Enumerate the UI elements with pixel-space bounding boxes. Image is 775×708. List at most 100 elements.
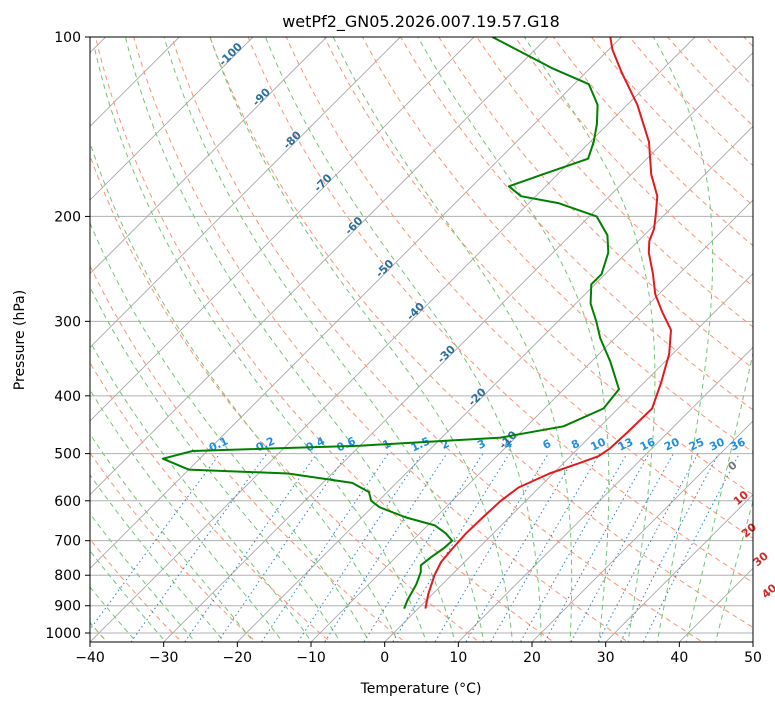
y-axis: 100 200 300 400 500 600 700 800 900 1000: [45, 30, 90, 642]
mixing-ratio-line: [324, 453, 448, 642]
moist-adiabat-line: [90, 221, 370, 642]
mixing-ratio-line: [184, 453, 318, 642]
x-axis-label: Temperature (°C): [360, 681, 482, 697]
mixing-ratio-label: 2: [439, 437, 451, 452]
moist-adiabat-line: [264, 37, 542, 642]
x-tick-label: −40: [75, 650, 105, 666]
moist-adiabat-label: 0: [725, 458, 739, 473]
mixing-ratio-line: [490, 453, 601, 642]
isotherm-label: -70: [311, 171, 334, 194]
isotherm-line: [457, 346, 753, 642]
dry-adiabat-line: [590, 37, 753, 207]
moist-adiabat-line: [90, 586, 137, 642]
moist-adiabat-line: [90, 340, 313, 642]
y-tick-label: 900: [54, 599, 81, 615]
x-tick-label: 10: [449, 650, 467, 666]
y-axis-label: Pressure (hPa): [12, 290, 28, 390]
moist-adiabat-line: [417, 37, 610, 642]
moist-adiabat-line: [124, 37, 456, 642]
dry-adiabat-line: [247, 37, 753, 584]
mixing-ratio-line: [260, 453, 389, 642]
temperature-trace: [424, 37, 672, 609]
y-tick-label: 600: [54, 494, 81, 510]
profile-traces: [161, 37, 672, 609]
x-axis: −40 −30 −20 −10 0 10 20 30 40 50: [75, 642, 762, 666]
isotherm-line: [90, 37, 401, 348]
dewpoint-trace: [161, 37, 620, 609]
moist-adiabat-line: [652, 37, 714, 642]
dry-adiabat-line: [285, 37, 753, 539]
moist-adiabat-line: [90, 550, 167, 642]
moist-adiabat-line: [523, 37, 656, 642]
isotherm-label: -90: [250, 85, 273, 108]
x-tick-label: 20: [523, 650, 541, 666]
mixing-ratio-label: 13: [616, 435, 635, 453]
chart-title: wetPf2_GN05.2026.007.19.57.G18: [282, 12, 560, 32]
isotherm-label: -20: [466, 385, 489, 408]
moist-adiabat-label: 40: [759, 581, 775, 601]
y-tick-label: 500: [54, 447, 81, 463]
isotherm-line: [605, 494, 753, 642]
dry-adiabat-line: [323, 37, 753, 496]
isotherm-line: [90, 37, 696, 642]
y-tick-label: 1000: [45, 626, 81, 642]
moist-adiabat-line: [90, 389, 284, 642]
plot-frame: [89, 36, 754, 643]
mixing-ratio-line: [217, 453, 349, 642]
moist-adiabat-label: 30: [751, 549, 771, 569]
isotherm-line: [310, 199, 753, 642]
moist-adiabat-label: 10: [731, 488, 751, 508]
dry-adiabat-line: [476, 37, 753, 328]
mixing-ratio-line: [570, 453, 674, 642]
mixing-ratio-line: [297, 453, 423, 642]
moist-adiabat-label: 20: [739, 520, 759, 540]
mixing-ratio-line: [465, 453, 578, 642]
mixing-ratio-label: 25: [687, 435, 706, 453]
y-tick-label: 300: [54, 314, 81, 330]
y-tick-label: 700: [54, 534, 81, 550]
mixing-ratio-label: 20: [662, 435, 682, 453]
isotherm-label: -60: [342, 214, 365, 237]
dry-adiabat-line: [90, 361, 332, 642]
y-tick-label: 800: [54, 568, 81, 584]
mixing-ratio-line: [392, 453, 511, 642]
y-tick-label: 400: [54, 389, 81, 405]
moist-adiabat-line: [90, 512, 196, 642]
mixing-ratio-line: [597, 453, 699, 642]
dry-adiabat-line: [438, 37, 753, 369]
dry-adiabat-line: [95, 37, 555, 642]
moist-adiabat-line: [94, 49, 428, 642]
mixing-ratio-line: [90, 453, 221, 631]
mixing-ratio-label: 10: [589, 435, 609, 453]
mixing-ratio-label: 36: [728, 435, 748, 453]
mixing-ratio-label: 8: [569, 437, 581, 452]
dry-adiabat-line: [90, 451, 257, 642]
isotherm-line: [90, 37, 475, 422]
x-tick-label: −30: [149, 650, 179, 666]
isotherm-line: [236, 125, 753, 642]
moist-adiabat-line: [90, 474, 226, 642]
dry-adiabat-line: [90, 538, 183, 642]
isotherm-line: [90, 37, 548, 496]
moist-adiabat-line: [332, 37, 573, 642]
x-tick-label: 50: [744, 650, 762, 666]
dry-adiabat-line: [171, 37, 704, 642]
moist-adiabat-line: [209, 37, 514, 642]
isotherm-line: [90, 37, 254, 201]
isotherm-line: [90, 37, 327, 275]
isotherm-line: [531, 420, 753, 642]
isotherm-label: -40: [404, 300, 427, 323]
mixing-ratio-line: [363, 453, 484, 642]
mixing-ratio-line: [620, 453, 720, 642]
mixing-ratio-label: 6: [541, 437, 554, 452]
mixing-ratio-line: [130, 453, 268, 642]
isotherm-line: [384, 273, 753, 642]
mixing-ratio-label: 30: [707, 435, 727, 453]
isotherm-label: -80: [281, 128, 304, 151]
x-tick-label: −20: [223, 650, 253, 666]
x-tick-label: 0: [380, 650, 389, 666]
isotherm-label: -30: [435, 342, 458, 365]
moist-adiabat-line: [90, 141, 399, 642]
dry-adiabat-line: [209, 37, 753, 629]
